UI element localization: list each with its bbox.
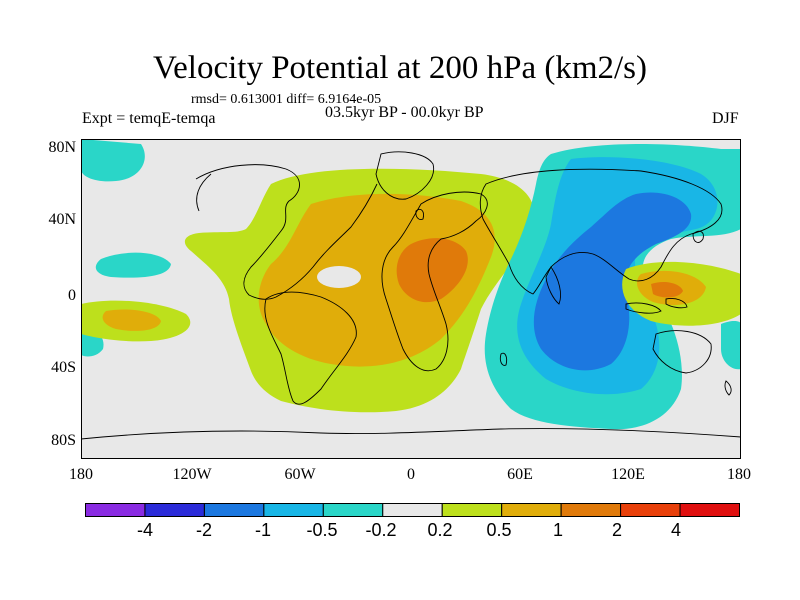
colorbar-swatch-5 [382, 503, 443, 517]
season-label: DJF [712, 110, 739, 127]
colorbar-label-neg4: -4 [136, 520, 153, 540]
contour-pos-1-2 [396, 238, 468, 303]
contour-neg-2-1 [533, 192, 692, 371]
colorbar-label-pos2: 2 [611, 520, 622, 540]
colorbar-label-neg1: -1 [254, 520, 271, 540]
map-frame [81, 139, 741, 459]
colorbar-label-neg02: -0.2 [365, 520, 397, 540]
lat-label-0: 0 [68, 287, 76, 304]
colorbar-swatch-4 [322, 503, 384, 517]
lon-label-120w: 120W [172, 466, 212, 483]
colorbar-label-pos05: 0.5 [486, 520, 512, 540]
colorbar-swatch-9 [620, 503, 681, 517]
contour-neg-05-02-e [721, 320, 741, 370]
colorbar-swatch-7 [501, 503, 562, 517]
contour-neg-05-02-nw [81, 139, 145, 182]
contour-pos-05-1-w [102, 309, 161, 331]
lon-label-120e: 120E [611, 466, 645, 483]
lon-label-60e: 60E [507, 466, 533, 483]
colorbar-swatch-3 [263, 503, 324, 517]
colorbar-swatch-0 [85, 503, 146, 517]
contour-neutral-patch [317, 266, 361, 288]
lon-label-0: 0 [407, 466, 415, 483]
colorbar-label-neg05: -0.5 [306, 520, 338, 540]
colorbar-swatch-6 [441, 503, 503, 517]
contour-pos-1-2-e [651, 281, 683, 298]
lon-label-180e: 180 [727, 466, 751, 483]
colorbar-label-pos4: 4 [670, 520, 681, 540]
colorbar-label-pos1: 1 [552, 520, 563, 540]
lon-label-180w: 180 [69, 466, 93, 483]
lat-label-80n: 80N [48, 139, 76, 156]
period-label: 03.5kyr BP - 00.0kyr BP [325, 104, 484, 121]
colorbar-swatch-8 [560, 503, 622, 517]
lat-label-40s: 40S [51, 359, 76, 376]
experiment-label: Expt = temqE-temqa [82, 110, 216, 127]
lon-label-60w: 60W [284, 466, 316, 483]
contour-neg-05-02-w [95, 252, 171, 278]
colorbar-swatch-2 [203, 503, 265, 517]
colorbar [85, 503, 740, 517]
colorbar-swatch-10 [679, 503, 740, 517]
chart-title: Velocity Potential at 200 hPa (km2/s) [152, 50, 648, 86]
coastlines [81, 151, 741, 440]
colorbar-label-pos02: 0.2 [427, 520, 453, 540]
velocity-potential-map [81, 139, 741, 459]
contour-pos-05-1 [258, 193, 495, 367]
lat-label-40n: 40N [48, 211, 76, 228]
stats-label: rmsd= 0.613001 diff= 6.9164e-05 [191, 92, 382, 107]
colorbar-swatch-1 [144, 503, 205, 517]
lat-label-80s: 80S [51, 432, 76, 449]
colorbar-label-neg2: -2 [195, 520, 212, 540]
